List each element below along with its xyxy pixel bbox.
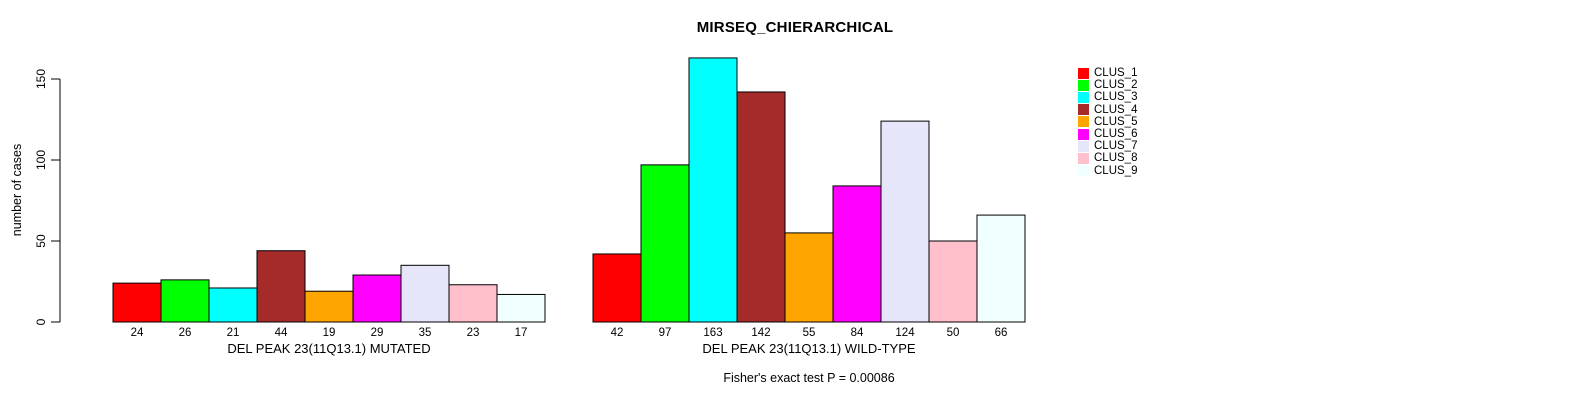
bar-value-label: 17 (515, 327, 528, 339)
bar-clus_7 (880, 120, 930, 323)
chart-title: MIRSEQ_CHIERARCHICAL (696, 19, 894, 36)
legend-item: CLUS_9 (1078, 165, 1137, 177)
legend-item: CLUS_3 (1078, 91, 1137, 103)
bar-clus_8 (448, 284, 498, 323)
legend-swatch (1078, 67, 1089, 79)
bar-clus_1 (592, 253, 642, 323)
legend-swatch (1078, 79, 1089, 91)
bar-value-label: 24 (131, 327, 144, 339)
bar-value-label: 23 (467, 327, 480, 339)
bar-value-label: 163 (703, 327, 722, 339)
legend-label: CLUS_2 (1094, 79, 1138, 92)
bar-value-label: 35 (419, 327, 432, 339)
legend: CLUS_1 CLUS_2 CLUS_3 CLUS_4 CLUS_5 CLUS_6 CLUS… (1078, 67, 1137, 177)
bar-clus_5 (784, 232, 834, 323)
legend-item: CLUS_7 (1078, 140, 1137, 152)
legend-label: CLUS_8 (1094, 152, 1138, 165)
bar-value-label: 19 (323, 327, 336, 339)
bar-clus_9 (976, 214, 1026, 323)
bar-clus_4 (736, 91, 786, 323)
bar-value-label: 84 (851, 327, 864, 339)
legend-swatch (1078, 165, 1089, 177)
x-group-label-mutated: DEL PEAK 23(11Q13.1) MUTATED (227, 341, 431, 356)
bar-value-label: 42 (611, 327, 624, 339)
legend-swatch (1078, 140, 1089, 152)
legend-label: CLUS_5 (1094, 115, 1138, 128)
bar-value-label: 26 (179, 327, 192, 339)
legend-label: CLUS_4 (1094, 103, 1138, 116)
y-tick-label: 0 (34, 318, 48, 325)
bar-value-label: 29 (371, 327, 384, 339)
legend-swatch (1078, 116, 1089, 128)
bar-value-label: 142 (751, 327, 770, 339)
bar-clus_5 (304, 290, 354, 323)
legend-label: CLUS_6 (1094, 128, 1138, 141)
legend-swatch (1078, 128, 1089, 140)
bar-value-label: 21 (227, 327, 240, 339)
bar-value-label: 124 (895, 327, 915, 339)
bar-clus_2 (640, 164, 690, 323)
bar-clus_6 (352, 274, 402, 323)
bar-value-label: 44 (275, 327, 288, 339)
bar-value-label: 50 (947, 327, 960, 339)
legend-item: CLUS_4 (1078, 104, 1137, 116)
legend-swatch (1078, 152, 1089, 164)
bar-value-label: 66 (995, 327, 1008, 339)
legend-label: CLUS_1 (1094, 67, 1138, 80)
bar-clus_3 (208, 287, 258, 323)
legend-item: CLUS_6 (1078, 128, 1137, 140)
legend-label: CLUS_9 (1094, 164, 1138, 177)
bar-value-label: 97 (659, 327, 672, 339)
legend-item: CLUS_8 (1078, 152, 1137, 164)
legend-item: CLUS_2 (1078, 79, 1137, 91)
y-tick-label: 150 (34, 69, 48, 89)
bar-clus_2 (160, 279, 210, 323)
legend-item: CLUS_5 (1078, 116, 1137, 128)
bar-clus_4 (256, 250, 306, 323)
bar-clus_1 (112, 282, 162, 323)
y-tick-label: 50 (34, 234, 48, 248)
legend-label: CLUS_7 (1094, 140, 1138, 153)
legend-swatch (1078, 104, 1089, 116)
legend-swatch (1078, 91, 1089, 103)
bar-clus_9 (496, 293, 546, 323)
bar-clus_7 (400, 264, 450, 323)
fisher-test-annotation: Fisher's exact test P = 0.00086 (723, 371, 895, 385)
bar-clus_6 (832, 185, 882, 323)
bar-value-label: 55 (803, 327, 816, 339)
bar-clus_3 (688, 57, 738, 323)
y-tick-label: 100 (34, 150, 48, 170)
legend-label: CLUS_3 (1094, 91, 1138, 104)
legend-item: CLUS_1 (1078, 67, 1137, 79)
bar-clus_8 (928, 240, 978, 323)
x-group-label-wildtype: DEL PEAK 23(11Q13.1) WILD-TYPE (702, 341, 916, 356)
